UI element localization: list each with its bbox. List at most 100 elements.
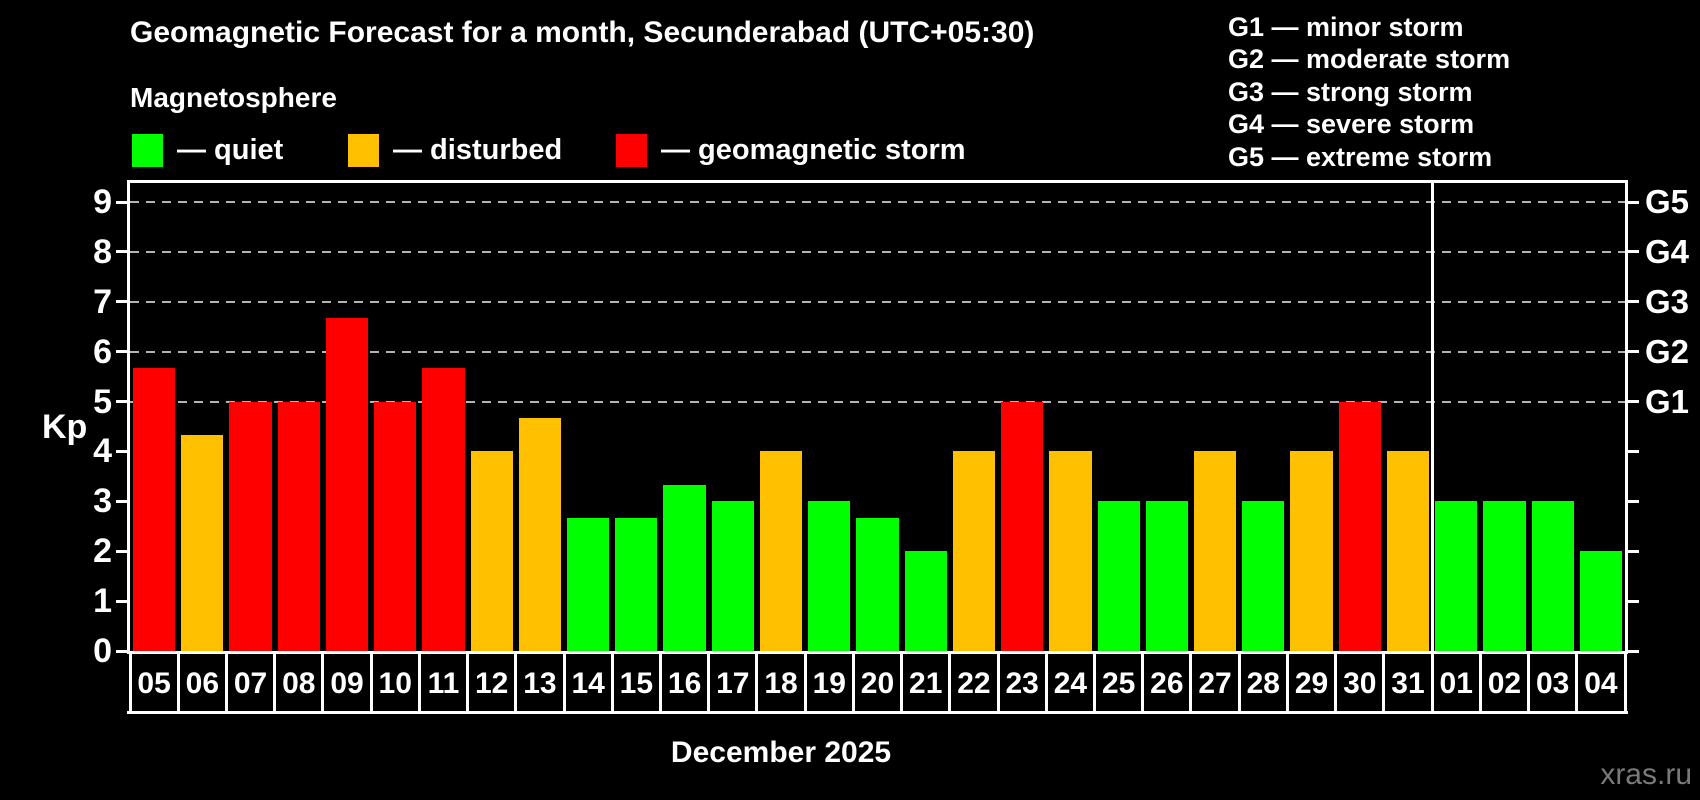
- day-label-25: 25: [1101, 667, 1136, 700]
- kp-bar-05: [133, 368, 176, 651]
- kp-bar-20: [856, 517, 899, 651]
- day-cell-separator: [1382, 654, 1386, 711]
- storm-scale-item: G2 — moderate storm: [1228, 44, 1511, 75]
- kp-bar-17: [711, 501, 754, 651]
- y-axis-title: Kp: [42, 408, 88, 446]
- day-cell-separator: [562, 654, 566, 711]
- y-tick-right: [1625, 449, 1639, 453]
- day-label-27: 27: [1198, 667, 1232, 700]
- y-tick-left: [116, 400, 130, 404]
- y-tick-right: [1625, 400, 1639, 404]
- day-label-15: 15: [619, 667, 654, 700]
- kp-bar-25: [1097, 501, 1140, 651]
- y-tick-left: [116, 300, 130, 304]
- day-label-22: 22: [957, 667, 991, 700]
- y-tick-right: [1625, 200, 1639, 204]
- day-cell-separator: [1527, 654, 1531, 711]
- y-tick-right: [1625, 499, 1639, 503]
- day-label-24: 24: [1053, 667, 1088, 700]
- day-label-02: 02: [1487, 667, 1522, 700]
- watermark: xras.ru: [1600, 758, 1692, 791]
- day-label-13: 13: [523, 667, 557, 700]
- day-label-11: 11: [427, 667, 460, 700]
- y-tick-left: [116, 449, 130, 453]
- chart-title: Geomagnetic Forecast for a month, Secund…: [130, 16, 1035, 49]
- y-tick-left: [116, 549, 130, 553]
- y-tick-left: [116, 250, 130, 254]
- kp-bar-08: [277, 401, 320, 651]
- day-cell-separator: [900, 654, 904, 711]
- day-cell-separator: [707, 654, 711, 711]
- y-tick-left: [116, 599, 130, 603]
- kp-bar-23: [1001, 401, 1044, 651]
- day-label-01: 01: [1439, 667, 1473, 700]
- kp-bar-03: [1531, 501, 1574, 651]
- day-label-30: 30: [1343, 667, 1377, 700]
- day-cell-separator: [1093, 654, 1097, 711]
- kp-bar-06: [181, 434, 224, 651]
- day-cell-separator: [1044, 654, 1048, 711]
- kp-bar-24: [1049, 451, 1092, 651]
- g-level-label-G4: G4: [1645, 232, 1690, 270]
- day-cell-separator: [1141, 654, 1145, 711]
- day-cell-separator: [1623, 654, 1627, 711]
- day-label-18: 18: [764, 667, 798, 700]
- y-tick-label: 9: [93, 183, 112, 221]
- grid-line-kp-7: [130, 300, 1625, 303]
- quiet-legend-label: — quiet: [177, 133, 284, 166]
- kp-bar-09: [325, 318, 369, 651]
- kp-bar-13: [518, 418, 562, 651]
- kp-bar-11: [422, 368, 465, 651]
- grid-line-kp-5: [130, 400, 1625, 403]
- y-tick-label: 1: [93, 582, 112, 621]
- x-axis-title: December 2025: [670, 736, 892, 769]
- y-tick-right: [1625, 350, 1639, 354]
- day-cell-separator: [417, 654, 421, 711]
- y-tick-right: [1625, 300, 1639, 304]
- day-label-04: 04: [1584, 667, 1618, 700]
- y-tick-left: [116, 200, 130, 204]
- day-cell-separator: [1334, 654, 1338, 711]
- day-cell-separator: [658, 654, 662, 711]
- day-cell-separator: [803, 654, 807, 711]
- legend-item-storm: — geomagnetic storm: [616, 133, 966, 167]
- day-label-03: 03: [1535, 667, 1570, 700]
- kp-bar-22: [952, 451, 996, 651]
- day-label-23: 23: [1005, 667, 1039, 700]
- kp-bar-12: [470, 451, 513, 651]
- storm-scale-item: G1 — minor storm: [1228, 12, 1464, 42]
- y-tick-label: 2: [93, 532, 112, 571]
- day-cell-separator: [1285, 654, 1289, 711]
- storm-color-swatch: [616, 133, 647, 167]
- magnetosphere-label: Magnetosphere: [130, 82, 337, 113]
- day-label-16: 16: [667, 667, 702, 700]
- y-tick-label: 3: [93, 482, 112, 521]
- day-cell-separator: [1478, 654, 1482, 711]
- day-cell-separator: [514, 654, 518, 711]
- day-cell-separator: [128, 654, 132, 711]
- day-label-05: 05: [137, 667, 171, 700]
- kp-bar-21: [904, 551, 947, 651]
- y-tick-right: [1625, 599, 1639, 603]
- kp-bar-31: [1386, 451, 1430, 651]
- kp-bar-01: [1435, 501, 1478, 651]
- day-label-12: 12: [475, 667, 509, 700]
- day-label-10: 10: [378, 667, 412, 700]
- kp-bar-02: [1483, 501, 1526, 651]
- kp-bar-04: [1579, 551, 1622, 651]
- storm-legend-label: — geomagnetic storm: [661, 133, 966, 166]
- kp-bar-26: [1145, 501, 1188, 651]
- day-label-20: 20: [860, 667, 895, 700]
- y-tick-left: [116, 499, 130, 503]
- kp-bar-10: [374, 401, 417, 651]
- day-cell-separator: [948, 654, 952, 711]
- day-cell-separator: [176, 654, 180, 711]
- g-level-label-G5: G5: [1645, 183, 1690, 220]
- legend-item-disturbed: — disturbed: [348, 133, 562, 167]
- day-label-06: 06: [185, 667, 220, 700]
- day-cell-separator: [466, 654, 470, 711]
- g-level-label-G3: G3: [1645, 282, 1690, 320]
- day-label-14: 14: [571, 667, 605, 700]
- g-level-label-G2: G2: [1645, 332, 1690, 370]
- day-label-31: 31: [1391, 667, 1425, 700]
